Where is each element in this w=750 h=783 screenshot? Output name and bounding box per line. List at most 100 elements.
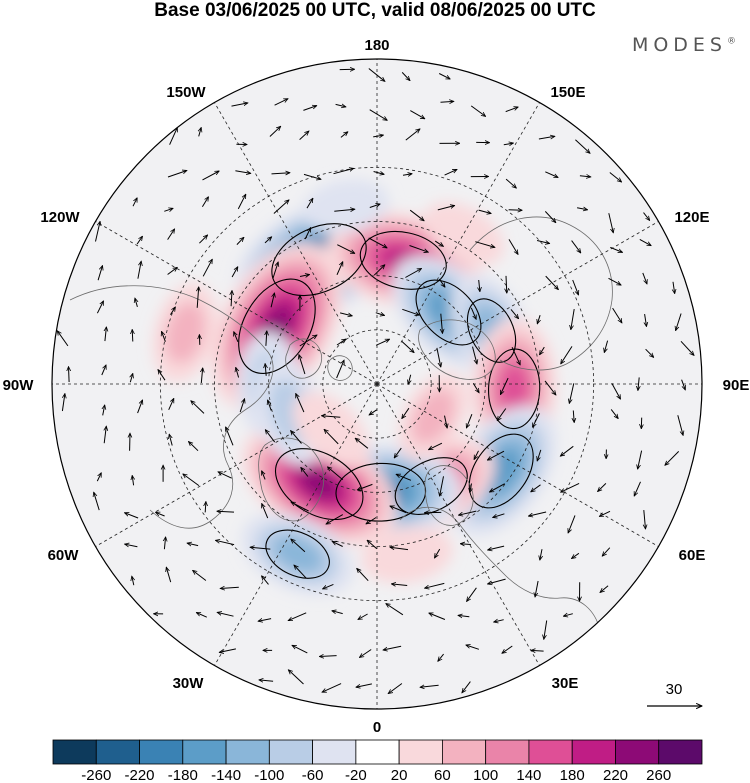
wind-vector <box>532 413 540 427</box>
wind-vector <box>445 415 448 429</box>
lon-label-90w: 90W <box>3 377 35 394</box>
colorbar-swatch <box>95 739 140 765</box>
wind-vector <box>462 681 471 693</box>
wind-vector <box>472 346 478 364</box>
wind-vector <box>104 426 106 444</box>
colorbar-swatch <box>658 739 703 765</box>
wind-vector <box>608 213 614 233</box>
wind-vector <box>219 648 237 653</box>
lon-label-30e: 30E <box>552 675 579 692</box>
colorbar-tick-label: 140 <box>516 767 541 783</box>
wind-vector <box>493 513 505 518</box>
colorbar-swatch <box>355 739 400 765</box>
wind-vector <box>96 301 104 314</box>
wind-vector <box>335 104 346 107</box>
wind-vector <box>511 346 521 365</box>
wind-vector <box>303 173 321 179</box>
wind-vector <box>466 645 480 650</box>
colorbar-tick-label: -140 <box>211 767 241 783</box>
wind-vector <box>132 476 133 486</box>
wind-vector <box>502 645 513 653</box>
wind-vector <box>231 267 238 278</box>
coastline-north-america <box>69 285 274 529</box>
wind-vector <box>510 309 519 318</box>
wind-vector <box>544 380 556 395</box>
registered-mark: ® <box>727 36 736 47</box>
wind-vector <box>319 656 337 657</box>
colorbar-swatch <box>268 739 313 765</box>
wind-vector <box>506 275 507 293</box>
wind-vector <box>96 473 102 482</box>
colorbar-tick-label: 260 <box>646 767 671 783</box>
wind-vector <box>337 244 355 254</box>
wind-vector <box>356 683 373 687</box>
lon-label-120w: 120W <box>40 209 80 226</box>
coastline-asia <box>469 216 613 371</box>
wind-vector <box>545 275 559 290</box>
wind-vector <box>611 383 621 399</box>
wind-vector <box>95 221 101 242</box>
wind-vector <box>598 483 607 491</box>
wind-vector <box>197 287 199 308</box>
wind-vector <box>633 481 641 496</box>
wind-vector <box>643 212 650 221</box>
wind-vector <box>402 174 412 176</box>
wind-vector <box>103 405 105 416</box>
coastline-greenland <box>258 437 324 522</box>
wind-vector <box>158 370 166 381</box>
wind-vector <box>368 237 387 248</box>
wind-vector <box>473 450 479 460</box>
lon-label-180: 180 <box>364 37 389 54</box>
anomaly-contour <box>466 298 517 363</box>
wind-vector <box>357 568 369 582</box>
wind-vector <box>94 492 100 511</box>
wind-vector <box>132 576 134 586</box>
wind-vector <box>505 178 516 188</box>
wind-vector <box>569 383 575 403</box>
wind-vector <box>575 139 590 154</box>
colorbar-swatch <box>139 739 184 765</box>
wind-vector <box>639 238 651 245</box>
wind-vector <box>467 587 477 602</box>
wind-vector <box>537 315 540 324</box>
wind-vector <box>266 331 267 346</box>
wind-vector <box>438 278 445 287</box>
lon-label-60e: 60E <box>679 547 706 564</box>
wind-vector <box>373 265 385 276</box>
wind-vector <box>101 365 106 376</box>
meridian-line <box>95 383 378 547</box>
wind-vector <box>537 449 542 461</box>
wind-vector <box>479 279 480 292</box>
wind-vector <box>571 309 575 330</box>
wind-vector <box>602 547 611 556</box>
wind-vector <box>262 576 269 585</box>
wind-vector <box>167 229 175 240</box>
wind-vector <box>193 570 207 581</box>
colorbar-tick-label: 20 <box>391 767 408 783</box>
wind-vector <box>201 197 208 208</box>
anomaly-level <box>411 389 455 444</box>
anomaly-level <box>423 202 504 266</box>
wind-vector <box>401 340 414 352</box>
wind-vector <box>299 131 309 140</box>
meridian-line <box>214 102 378 385</box>
wind-vector <box>642 272 647 284</box>
wind-vector <box>170 307 176 315</box>
wind-vector <box>264 237 272 244</box>
wind-vector <box>226 427 234 446</box>
wind-vector <box>444 168 457 176</box>
wind-vector <box>563 614 573 617</box>
wind-vector <box>189 442 199 452</box>
wind-vector <box>472 382 479 393</box>
wind-vector <box>288 670 304 685</box>
coastline-europe <box>399 506 601 631</box>
wind-vector <box>164 537 165 550</box>
wind-vector <box>572 279 579 295</box>
wind-vector <box>299 335 317 347</box>
wind-vector <box>645 314 647 326</box>
wind-vector <box>390 547 409 549</box>
wind-vector <box>388 683 403 694</box>
wind-vector <box>57 331 69 347</box>
colorbar-tick-label: -100 <box>254 767 284 783</box>
wind-vector <box>156 512 165 517</box>
